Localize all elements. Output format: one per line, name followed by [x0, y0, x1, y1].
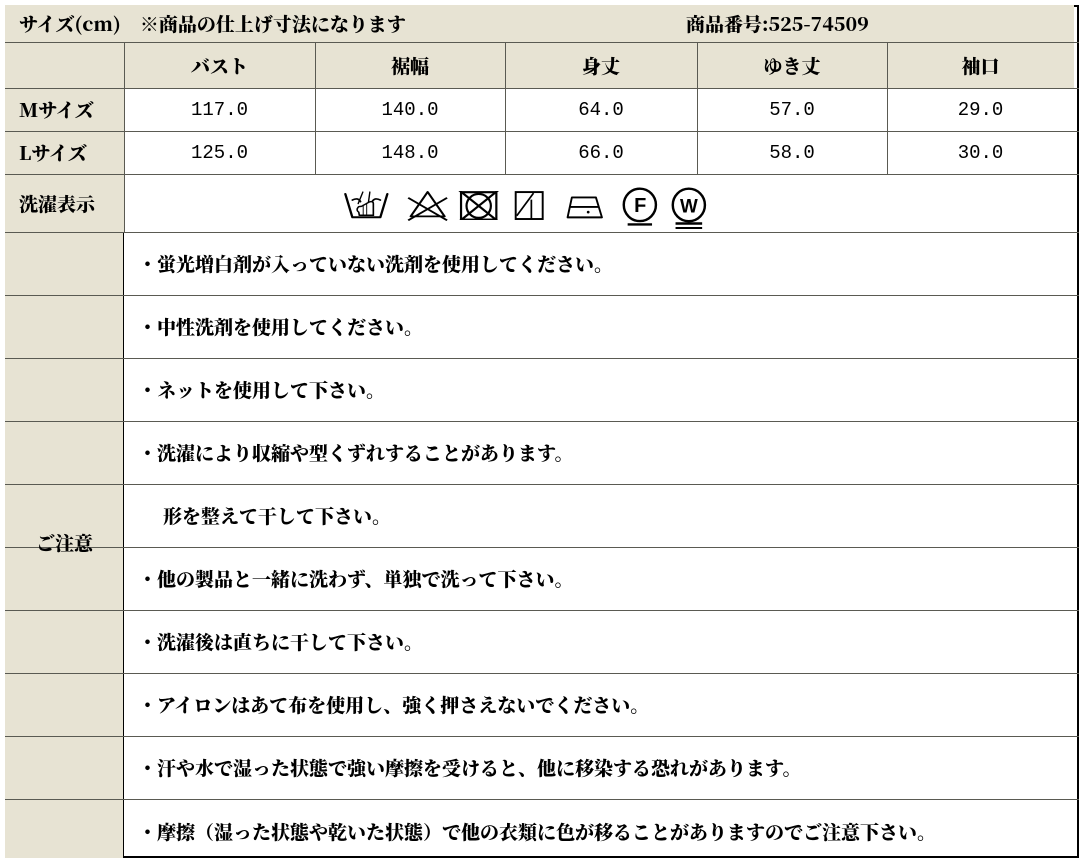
svg-text:W: W [680, 196, 698, 217]
svg-text:F: F [634, 195, 646, 217]
